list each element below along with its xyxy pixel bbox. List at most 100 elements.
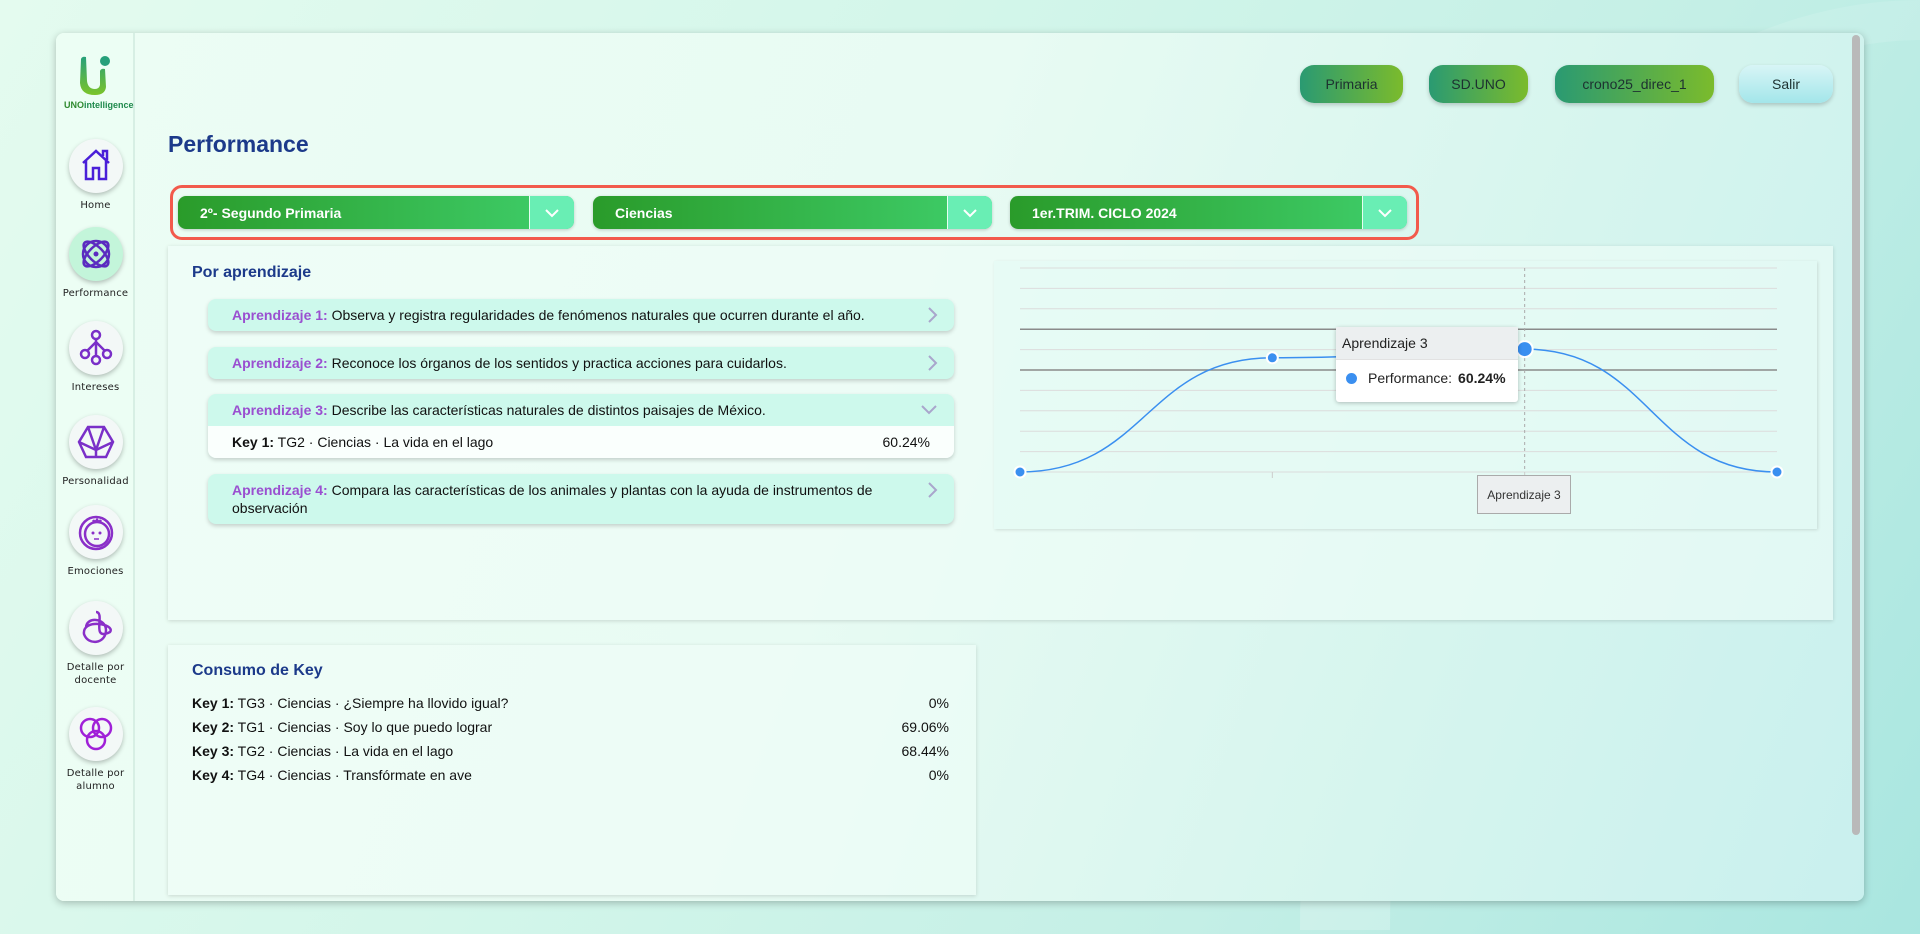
key-text: TG4 · Ciencias · Transfórmate en ave [237,767,472,783]
chevron-right-icon[interactable] [926,481,938,503]
sidebar-item-label: Personalidad [62,476,129,487]
aprendizaje-item[interactable]: Aprendizaje 4: Compara las característic… [208,474,954,524]
sidebar-item-home[interactable]: Home [56,139,135,212]
key-consumo-row: Key 1: TG3 · Ciencias · ¿Siempre ha llov… [192,695,949,711]
logo-mark-icon [80,56,110,95]
app-window: UNOintelligence Home Performance Intereses… [56,33,1864,901]
tooltip-value: 60.24% [1458,370,1506,386]
sidebar-item-intereses[interactable]: Intereses [56,321,135,394]
periodo-dropdown[interactable]: 1er.TRIM. CICLO 2024 [1010,196,1407,229]
chevron-right-icon[interactable] [926,306,938,328]
sidebar-item-personalidad[interactable]: Personalidad [56,415,135,488]
aprendizaje-label: Aprendizaje 2: [232,355,328,371]
data-point [1013,465,1027,479]
aprendizaje-label: Aprendizaje 4: [232,482,328,498]
sidebar-item-emociones[interactable]: Emociones [56,505,135,578]
grado-value: 2º- Segundo Primaria [200,204,342,221]
tooltip-series: Performance: [1368,370,1453,386]
key-label: Key 2: [192,719,235,735]
section-title: Consumo de Key [192,662,323,679]
materia-value: Ciencias [615,204,673,221]
aprendizaje-text: Compara las características de los anima… [232,482,873,516]
sidebar-item-performance[interactable]: Performance [56,227,135,300]
polyhedron-icon [77,425,114,459]
aprendizaje-item[interactable]: Aprendizaje 1: Observa y registra regula… [208,299,954,331]
sidebar: UNOintelligence Home Performance Intereses… [56,33,135,901]
filters-bar: 2º- Segundo Primaria Ciencias 1er.TRIM. … [170,185,1419,240]
materia-dropdown[interactable]: Ciencias [593,196,992,229]
key-text: TG2 · Ciencias · La vida en el lago [277,434,494,450]
data-point [1770,465,1784,479]
chart-tooltip: Aprendizaje 3 Performance: 60.24% [1336,327,1518,402]
atom-icon [81,239,110,269]
aprendizaje-item[interactable]: Aprendizaje 3: Describe las característi… [208,394,954,458]
page-title: Performance [168,131,309,157]
sidebar-item-label: Emociones [67,566,124,577]
key-row: Key 1: TG2 · Ciencias · La vida en el la… [208,426,954,458]
nav-icon-button[interactable] [68,227,123,281]
nav-icon-button[interactable] [68,415,123,469]
sidebar-item-label: Intereses [71,382,120,393]
por-aprendizaje-panel: Por aprendizaje Aprendizaje 1: Observa y… [168,246,1833,620]
aprendizaje-text: Describe las características naturales d… [331,402,766,418]
key-value: 0% [928,767,949,783]
sidebar-item-label: Detalle por docente [66,662,125,686]
data-point [1265,351,1279,365]
nav-icon-button[interactable] [68,505,123,559]
section-title: Por aprendizaje [192,264,312,281]
sidebar-item-label: Detalle por alumno [66,768,125,792]
key-text: TG3 · Ciencias · ¿Siempre ha llovido igu… [237,695,509,711]
logout-button[interactable]: Salir [1739,65,1833,103]
home-icon [81,149,110,181]
consumo-panel: Consumo de Key Key 1: TG3 · Ciencias · ¿… [168,645,976,895]
aprendizaje-item[interactable]: Aprendizaje 2: Reconoce los órganos de l… [208,347,954,379]
chevron-down-icon[interactable] [529,196,574,229]
scrollbar[interactable] [1852,35,1860,835]
grado-dropdown[interactable]: 2º- Segundo Primaria [178,196,574,229]
periodo-value: 1er.TRIM. CICLO 2024 [1032,204,1177,221]
nav-icon-button[interactable] [68,139,123,193]
network-icon [79,329,112,366]
chevron-down-icon[interactable] [1362,196,1407,229]
key-value: 68.44% [901,743,949,759]
key-text: TG1 · Ciencias · Soy lo que puedo lograr [237,719,493,735]
sidebar-item-detalle-por-alumno[interactable]: Detalle por alumno [56,707,135,793]
key-consumo-row: Key 3: TG2 · Ciencias · La vida en el la… [192,743,949,759]
chevron-down-icon[interactable] [920,401,938,419]
key-consumo-row: Key 4: TG4 · Ciencias · Transfórmate en … [192,767,949,783]
key-value: 60.24% [882,434,930,450]
chevron-right-icon[interactable] [926,354,938,376]
aprendizaje-label: Aprendizaje 3: [232,402,328,418]
key-value: 0% [928,695,949,711]
key-value: 69.06% [901,719,949,735]
data-point [1515,340,1534,359]
sidebar-item-label: Home [80,200,111,211]
key-label: Key 4: [192,767,235,783]
key-label: Key 1: [192,695,235,711]
knot-icon [82,610,112,643]
nav-icon-button[interactable] [68,321,123,375]
sidebar-item-label: Performance [62,288,129,299]
user-button[interactable]: crono25_direc_1 [1555,65,1714,103]
nav-icon-button[interactable] [68,707,123,761]
nivel-button[interactable]: Primaria [1300,65,1403,103]
sidebar-item-detalle-por-docente[interactable]: Detalle por docente [56,601,135,687]
logo: UNOintelligence [64,53,134,110]
tooltip-title: Aprendizaje 3 [1336,327,1518,360]
series-dot-icon [1346,372,1357,384]
performance-chart: Aprendizaje 3 Performance: 60.24% Aprendi… [994,261,1817,529]
key-text: TG2 · Ciencias · La vida en el lago [237,743,454,759]
logo-text: UNOintelligence [64,100,134,110]
key-label: Key 3: [192,743,235,759]
aprendizaje-text: Reconoce los órganos de los sentidos y p… [331,355,787,371]
key-label: Key 1: [232,434,275,450]
x-axis-hover-label: Aprendizaje 3 [1477,475,1571,514]
aprendizaje-text: Observa y registra regularidades de fenó… [331,307,865,323]
key-consumo-row: Key 2: TG1 · Ciencias · Soy lo que puedo… [192,719,949,735]
face-icon [78,515,113,551]
aprendizaje-label: Aprendizaje 1: [232,307,328,323]
nav-icon-button[interactable] [68,601,123,655]
circles-icon [79,717,112,751]
escuela-button[interactable]: SD.UNO [1429,65,1528,103]
chevron-down-icon[interactable] [947,196,992,229]
